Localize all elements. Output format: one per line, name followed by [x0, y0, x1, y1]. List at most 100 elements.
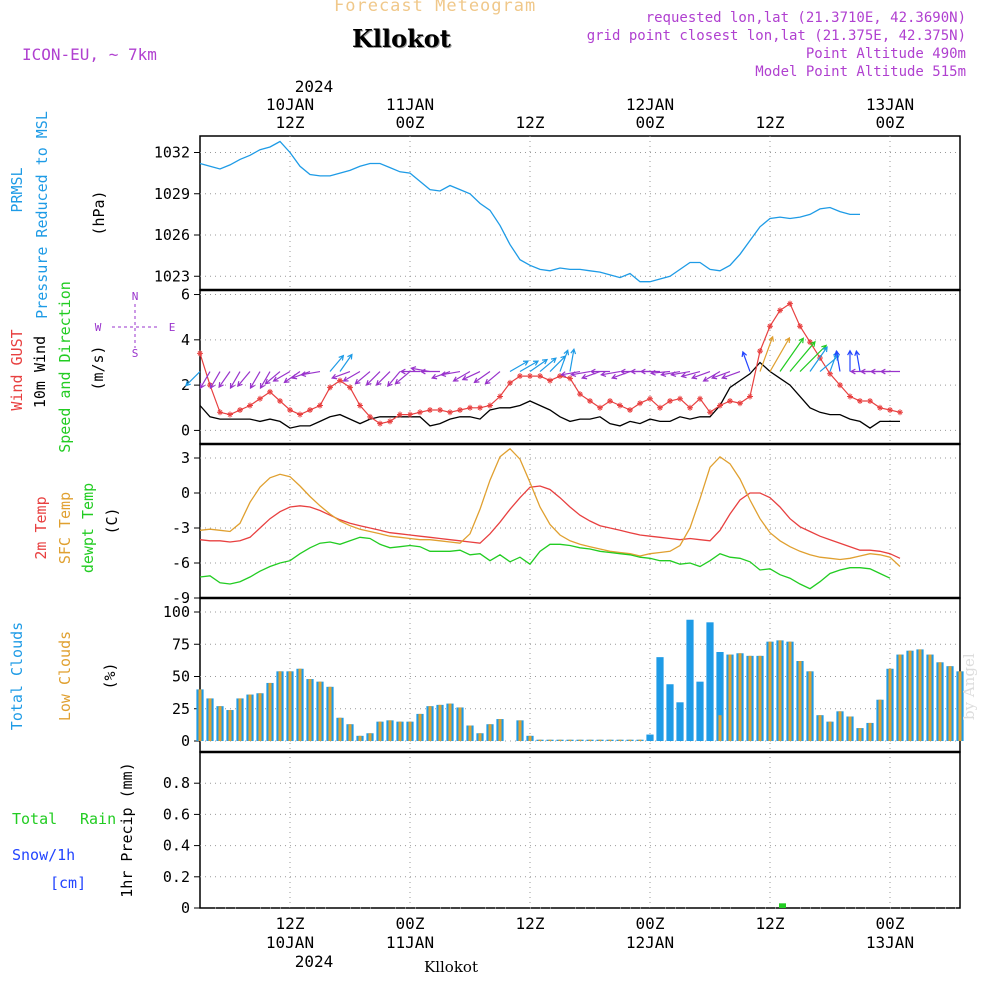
wind-gust-marker: [897, 409, 903, 416]
wind-gust-marker: [787, 300, 793, 307]
wind-gust-marker: [577, 391, 583, 398]
pressure-ytick-label: 1026: [154, 226, 190, 244]
clouds-ytick-label: 50: [172, 668, 190, 686]
wind-direction-arrow: [452, 371, 471, 382]
precip-ytick-label: 0.8: [163, 774, 190, 792]
total-cloud-bar: [656, 657, 664, 741]
wind-direction-arrow: [680, 370, 701, 379]
wind-gust-marker: [607, 397, 613, 404]
wind-gust-marker: [847, 393, 853, 400]
low-cloud-bar: [518, 720, 522, 741]
wind-direction-arrow: [702, 371, 721, 382]
low-cloud-bar: [588, 739, 592, 741]
wind-gust-marker: [507, 379, 513, 386]
wind-gust-marker: [237, 407, 243, 414]
wind-gust-marker: [457, 407, 463, 414]
total-cloud-bar: [646, 734, 654, 741]
low-cloud-bar: [878, 699, 882, 741]
wind-direction-arrow: [440, 370, 461, 377]
low-cloud-bar: [818, 715, 822, 741]
low-cloud-bar: [208, 698, 212, 741]
precip-unit-label: 1hr Precip (mm): [118, 762, 136, 897]
top-date-label: 11JAN: [386, 95, 434, 114]
low-cloud-bar: [778, 640, 782, 741]
wind-speed-line: [199, 361, 900, 429]
low-cloud-bar: [888, 668, 892, 741]
wind-direction-arrow: [272, 371, 291, 382]
wind-gust-marker: [737, 400, 743, 407]
pressure-line: [199, 140, 860, 283]
low-cloud-bar: [758, 655, 762, 741]
wind-gust-marker: [297, 411, 303, 418]
bottom-date-label: 11JAN: [386, 933, 434, 952]
wind-direction-arrow: [399, 368, 420, 375]
wind-gust-marker: [497, 393, 503, 400]
wind-gust-marker: [357, 402, 363, 409]
pressure-ytick-label: 1029: [154, 185, 190, 203]
low-cloud-bar: [258, 693, 262, 741]
low-cloud-bar: [278, 671, 282, 741]
bottom-hour-label: 12Z: [516, 914, 545, 933]
low-cloud-bar: [858, 728, 862, 741]
precip-snow-label: Snow/1h: [12, 846, 75, 864]
low-cloud-bar: [198, 689, 202, 741]
low-cloud-bar: [408, 721, 412, 741]
wind-gust-marker: [757, 348, 763, 355]
wind-direction-arrow: [410, 366, 431, 373]
wind-gust-marker: [727, 397, 733, 404]
wind-direction-arrow: [834, 349, 841, 372]
wind-gust-marker: [227, 411, 233, 418]
bottom-hour-label: 00Z: [396, 914, 425, 933]
clouds-ytick-label: 0: [181, 732, 190, 750]
wind-frame: [199, 289, 961, 445]
wind-gust-marker: [527, 373, 533, 380]
wind-direction-arrow: [670, 370, 691, 377]
low-cloud-bar: [498, 719, 502, 741]
wind-direction-arrow: [779, 337, 805, 372]
low-cloud-bar: [378, 721, 382, 741]
clouds-ytick-label: 25: [172, 700, 190, 718]
low-cloud-bar: [438, 704, 442, 741]
wind-direction-arrow: [690, 370, 711, 380]
wind-direction-arrow: [710, 370, 731, 380]
low-cloud-bar: [828, 721, 832, 741]
low-cloud-bar: [488, 724, 492, 741]
wind-gust-marker: [477, 404, 483, 411]
low-cloud-bar: [808, 671, 812, 741]
temperature-frame: [199, 443, 961, 599]
wind-direction-arrow: [199, 371, 211, 390]
top-date-label: 10JAN: [266, 95, 314, 114]
wind-ytick-label: 6: [181, 286, 190, 304]
clouds-total-label: Total Clouds: [8, 622, 26, 730]
precip-ytick-label: 0.6: [163, 805, 190, 823]
pressure-unit-label: (hPa): [90, 190, 108, 235]
total-cloud-bar: [696, 681, 704, 741]
wind-direction-arrow: [559, 349, 570, 372]
low-cloud-bar: [368, 733, 372, 741]
wind-gust-marker: [367, 413, 373, 420]
low-cloud-bar: [768, 641, 772, 741]
bottom-year-label: 2024: [295, 952, 334, 971]
requested-coords: requested lon,lat (21.3710E, 42.3690N): [645, 10, 966, 26]
low-cloud-bar: [318, 681, 322, 741]
wind-gust-marker: [807, 339, 813, 346]
wind-direction-arrow: [329, 354, 345, 372]
wind-gust-marker: [837, 382, 843, 389]
low-cloud-bar: [478, 733, 482, 741]
wind-dir-label: Speed and Direction: [56, 281, 74, 453]
wind-direction-arrow: [339, 353, 353, 372]
wind-gust-marker: [557, 373, 563, 380]
low-cloud-bar: [788, 641, 792, 741]
clouds-ytick-label: 75: [172, 635, 190, 653]
wind-gust-marker: [667, 397, 673, 404]
top-date-label: 12JAN: [626, 95, 674, 114]
wind-direction-arrow: [879, 368, 900, 375]
wind-gust-marker: [657, 404, 663, 411]
wind-gust-marker: [287, 407, 293, 414]
low-cloud-bar: [308, 679, 312, 741]
temp-line-2m-temp: [199, 485, 901, 559]
wind-gust-marker: [397, 411, 403, 418]
wind-gust-marker: [347, 384, 353, 391]
wind-direction-arrow: [569, 348, 577, 372]
low-cloud-bar: [458, 707, 462, 741]
